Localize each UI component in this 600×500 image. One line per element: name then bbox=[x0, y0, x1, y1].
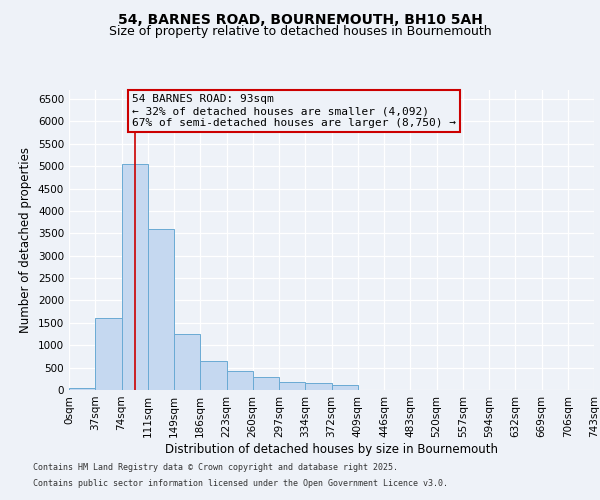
X-axis label: Distribution of detached houses by size in Bournemouth: Distribution of detached houses by size … bbox=[165, 442, 498, 456]
Bar bbox=[121, 164, 148, 390]
Bar bbox=[253, 378, 279, 390]
Text: 54 BARNES ROAD: 93sqm
← 32% of detached houses are smaller (4,092)
67% of semi-d: 54 BARNES ROAD: 93sqm ← 32% of detached … bbox=[132, 94, 456, 128]
Bar bbox=[69, 388, 95, 390]
Y-axis label: Number of detached properties: Number of detached properties bbox=[19, 147, 32, 333]
Bar bbox=[331, 384, 358, 390]
Text: Contains public sector information licensed under the Open Government Licence v3: Contains public sector information licen… bbox=[33, 478, 448, 488]
Bar bbox=[95, 318, 121, 390]
Text: Size of property relative to detached houses in Bournemouth: Size of property relative to detached ho… bbox=[109, 25, 491, 38]
Text: Contains HM Land Registry data © Crown copyright and database right 2025.: Contains HM Land Registry data © Crown c… bbox=[33, 464, 398, 472]
Bar bbox=[148, 229, 174, 390]
Bar bbox=[174, 334, 200, 390]
Bar bbox=[279, 382, 305, 390]
Bar bbox=[227, 371, 253, 390]
Bar bbox=[200, 361, 227, 390]
Bar bbox=[305, 384, 331, 390]
Text: 54, BARNES ROAD, BOURNEMOUTH, BH10 5AH: 54, BARNES ROAD, BOURNEMOUTH, BH10 5AH bbox=[118, 12, 482, 26]
